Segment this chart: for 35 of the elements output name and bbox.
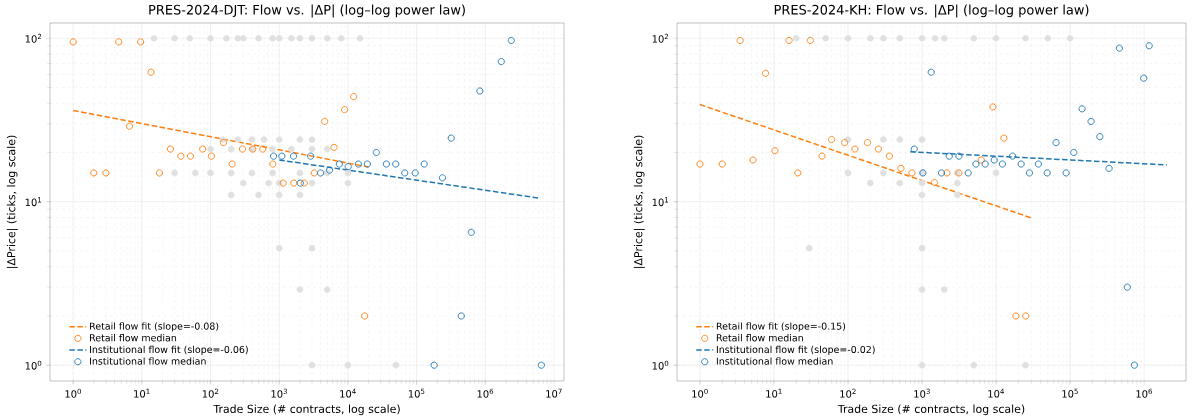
x-tick-label: 10$^{7}$ [546, 388, 562, 398]
y-tick-label: 10$^{0}$ [25, 360, 42, 370]
x-tick-label: 10$^{2}$ [840, 388, 856, 398]
x-tick-label: 10$^{3}$ [271, 388, 287, 398]
x-tick-label: 10$^{1}$ [766, 388, 782, 398]
x-tick-label: 10$^{0}$ [65, 388, 82, 398]
legend-label: Institutional flow median [716, 357, 833, 365]
chart-title: PRES-2024-DJT: Flow vs. |ΔP| (log–log power law) [149, 4, 465, 18]
x-tick-label: 10$^{6}$ [477, 388, 494, 398]
y-tick-label: 10$^{0}$ [652, 360, 669, 370]
x-axis-title: Trade Size (# contracts, log scale) [837, 404, 1025, 416]
legend-label: Retail flow fit (slope=-0.08) [90, 322, 219, 332]
legend-label: Retail flow median [90, 334, 177, 342]
legend-label: Institutional flow median [90, 357, 206, 365]
y-axis-title: |ΔPrice| (ticks, log scale) [633, 135, 645, 268]
x-tick-label: 10$^{3}$ [914, 388, 930, 398]
legend-label: Institutional flow fit (slope=-0.02) [716, 345, 875, 355]
y-tick-label: 10$^{2}$ [25, 33, 42, 43]
legend-label: Institutional flow fit (slope=-0.06) [90, 345, 248, 355]
x-tick-label: 10$^{0}$ [692, 388, 708, 398]
legend-label: Retail flow median [716, 334, 803, 342]
x-tick-label: 10$^{5}$ [408, 388, 425, 398]
x-tick-label: 10$^{4}$ [988, 388, 1004, 398]
legend-label: Retail flow fit (slope=-0.15) [716, 322, 846, 332]
y-tick-label: 10$^{2}$ [652, 33, 669, 43]
y-axis-title: |ΔPrice| (ticks, log scale) [6, 135, 18, 268]
x-tick-label: 10$^{5}$ [1062, 388, 1078, 398]
x-axis-title: Trade Size (# contracts, log scale) [213, 404, 400, 416]
x-tick-label: 10$^{4}$ [340, 388, 356, 398]
x-tick-label: 10$^{1}$ [134, 388, 150, 398]
y-tick-label: 10$^{1}$ [25, 197, 42, 207]
x-tick-label: 10$^{6}$ [1136, 388, 1152, 398]
chart-title: PRES-2024-KH: Flow vs. |ΔP| (log–log power law) [774, 4, 1089, 18]
y-tick-label: 10$^{1}$ [652, 197, 669, 207]
x-tick-label: 10$^{2}$ [202, 388, 219, 398]
